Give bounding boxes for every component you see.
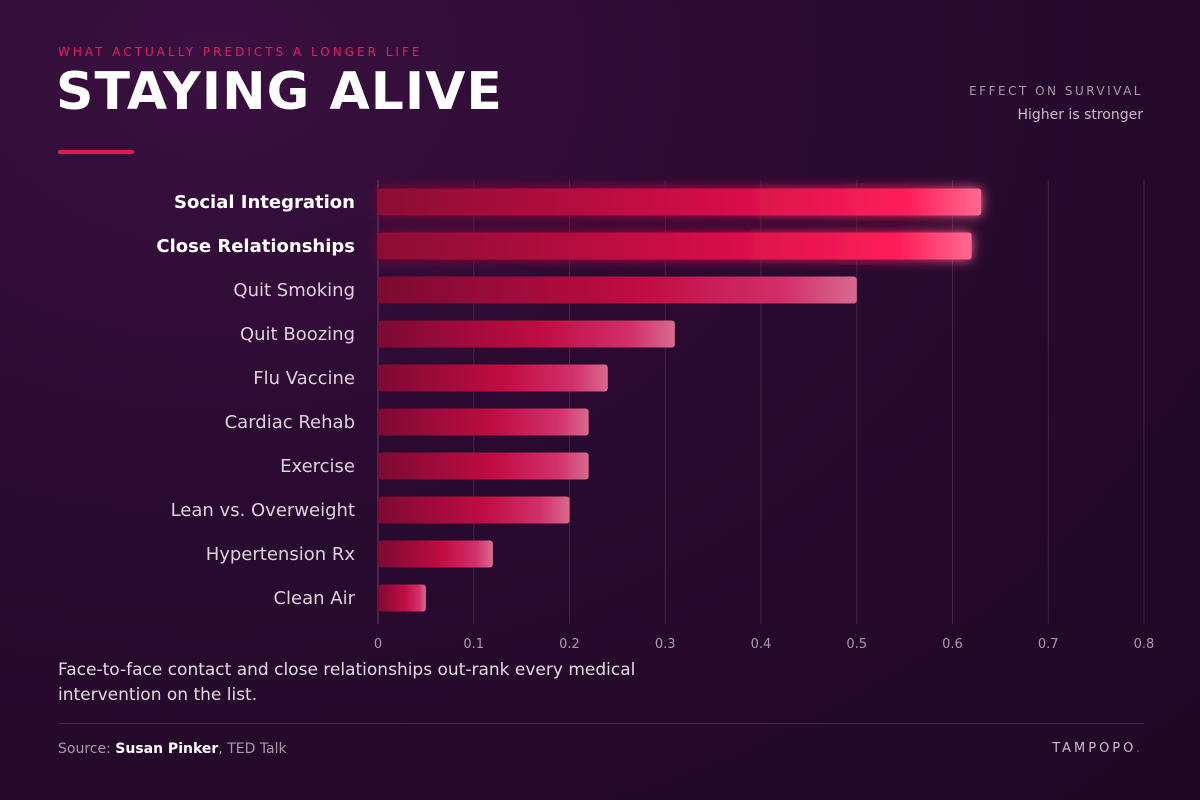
brand-dot: . [1135,741,1143,756]
footer-divider [58,723,1144,724]
bar [378,496,570,524]
category-label: Social Integration [174,192,355,213]
category-label: Exercise [280,456,355,477]
category-label: Flu Vaccine [253,368,355,389]
bar [378,452,589,480]
category-label: Hypertension Rx [206,544,356,565]
brand-logo: TAMPOPO. [1052,741,1143,756]
category-label: Close Relationships [156,236,355,257]
chart-caption: Face-to-face contact and close relations… [58,660,636,705]
x-tick-label: 0.5 [846,637,867,652]
bar [378,408,589,436]
bar [378,584,426,612]
category-label: Clean Air [273,588,355,609]
x-tick-label: 0.2 [559,637,580,652]
category-label: Quit Boozing [240,324,355,345]
x-tick-label: 0.7 [1038,637,1059,652]
bar [378,364,608,392]
category-labels: Social Integration Close Relationships Qui… [156,192,355,609]
source-suffix: , TED Talk [218,741,287,757]
legend-heading: EFFECT ON SURVIVAL [969,84,1143,98]
x-tick-label: 0.4 [751,637,772,652]
bar [378,540,493,568]
x-tick-label: 0.6 [942,637,963,652]
source-name: Susan Pinker [115,741,219,757]
legend-subheading: Higher is stronger [1017,107,1143,123]
brand-name: TAMPOPO [1052,741,1136,756]
title-accent-line [58,150,134,154]
chart-eyebrow: WHAT ACTUALLY PREDICTS A LONGER LIFE [58,45,423,59]
x-tick-label: 0.8 [1134,637,1155,652]
source-credit: Source: Susan Pinker, TED Talk [58,741,287,757]
x-tick-label: 0.1 [463,637,484,652]
x-tick-label: 0.3 [655,637,676,652]
x-axis-ticks: 0 0.1 0.2 0.3 0.4 0.5 0.6 0.7 0.8 [374,637,1154,652]
bar [378,320,675,348]
category-label: Quit Smoking [233,280,355,301]
category-label: Cardiac Rehab [225,412,355,433]
bars [378,188,982,612]
bar [378,276,857,304]
bar [378,232,972,260]
category-label: Lean vs. Overweight [171,500,355,521]
source-prefix: Source: [58,741,116,757]
x-tick-label: 0 [374,637,382,652]
bar [378,188,982,216]
chart-title: STAYING ALIVE [56,62,503,122]
